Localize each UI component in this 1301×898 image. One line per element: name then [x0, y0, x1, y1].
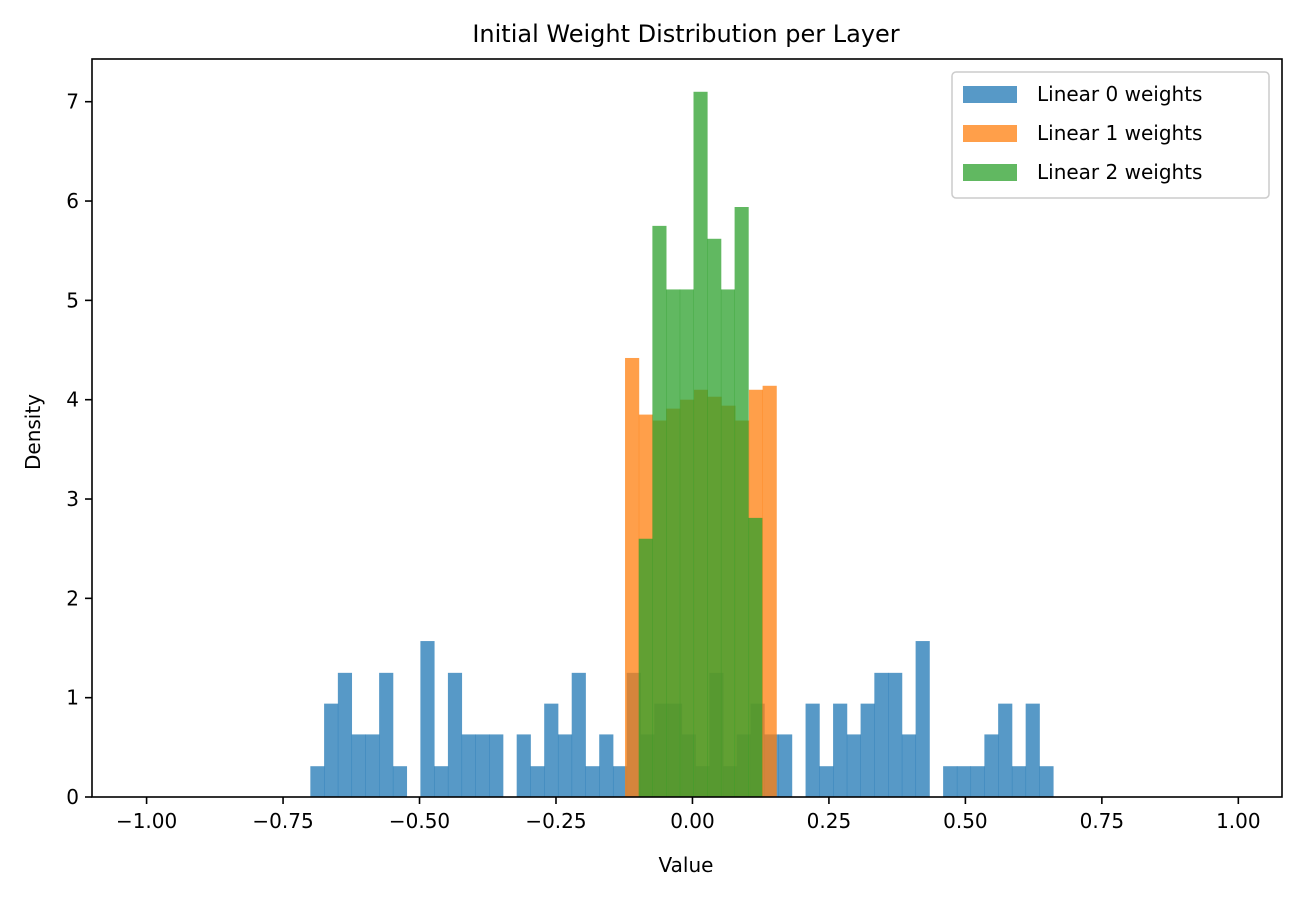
histogram-bar: [833, 703, 848, 797]
histogram-bar: [599, 734, 614, 797]
histogram-bar: [324, 703, 339, 797]
x-tick-label: 1.00: [1216, 809, 1261, 833]
histogram-bar: [612, 766, 628, 797]
histogram-bar: [805, 703, 820, 797]
histogram-bar: [447, 672, 463, 797]
histogram-bar: [310, 766, 325, 797]
y-tick-label: 3: [66, 487, 79, 511]
histogram-bar: [557, 734, 573, 797]
x-tick-label: 0.50: [943, 809, 988, 833]
x-axis: −1.00 −0.75 −0.50 −0.25 0.00 0.25 0.50 0.75 1.00: [116, 797, 1261, 833]
legend-box: [951, 71, 1270, 199]
histogram-bar: [679, 289, 694, 797]
histogram-bar: [530, 766, 545, 797]
histogram-bar: [1039, 766, 1054, 797]
histogram-bar: [970, 766, 985, 797]
histogram-bar: [778, 734, 793, 797]
histogram-bar: [351, 734, 366, 797]
legend: Linear 0 weights Linear 1 weights Linear 2…: [951, 71, 1270, 199]
y-tick-label: 7: [66, 90, 79, 114]
histogram-bar: [420, 641, 435, 797]
x-tick-label: −0.50: [389, 809, 450, 833]
histogram-bar: [585, 766, 600, 797]
y-tick-label: 0: [66, 785, 79, 809]
legend-swatch: [963, 164, 1017, 181]
x-tick-label: 0.25: [807, 809, 852, 833]
legend-label: Linear 1 weights: [1037, 121, 1202, 145]
histogram-bar: [1025, 703, 1040, 797]
histogram-bar: [489, 734, 504, 797]
histogram-bar: [652, 225, 667, 797]
histogram-bar: [337, 672, 353, 797]
histogram-bar: [638, 538, 653, 797]
x-tick-label: −0.75: [252, 809, 313, 833]
histogram-bar: [707, 238, 722, 797]
legend-swatch: [963, 125, 1017, 142]
bars-layer: [310, 91, 1054, 797]
x-axis-label: Value: [659, 853, 714, 877]
histogram-bar: [762, 385, 777, 797]
histogram-bar: [379, 672, 394, 797]
histogram-bar: [666, 289, 681, 797]
y-tick-label: 2: [66, 586, 79, 610]
histogram-bar: [571, 672, 586, 797]
legend-swatch: [963, 86, 1017, 103]
y-axis-label: Density: [21, 394, 45, 470]
histogram-bar: [901, 734, 917, 797]
histogram-bar: [392, 766, 408, 797]
histogram-bar: [956, 766, 972, 797]
x-tick-label: −1.00: [116, 809, 177, 833]
histogram-bar: [860, 703, 875, 797]
histogram-bar: [734, 207, 749, 797]
histogram-bar: [544, 703, 559, 797]
y-axis: 0 1 2 3 4 5 6 7: [66, 90, 92, 809]
x-tick-label: −0.25: [525, 809, 586, 833]
legend-label: Linear 2 weights: [1037, 160, 1202, 184]
histogram-bar: [998, 703, 1013, 797]
histogram-bar: [984, 734, 999, 797]
y-tick-label: 5: [66, 288, 79, 312]
histogram-bar: [365, 734, 380, 797]
x-tick-label: 0.00: [670, 809, 715, 833]
y-tick-label: 6: [66, 189, 79, 213]
histogram-bar: [915, 641, 930, 797]
y-tick-label: 4: [66, 388, 79, 412]
series-2: [638, 91, 763, 797]
histogram-bar: [434, 766, 449, 797]
histogram-bar: [720, 289, 735, 797]
histogram-bar: [625, 357, 640, 797]
histogram-bar: [819, 766, 834, 797]
legend-label: Linear 0 weights: [1037, 82, 1202, 106]
histogram-bar: [888, 672, 903, 797]
histogram-bar: [1011, 766, 1027, 797]
histogram-bar: [874, 672, 889, 797]
histogram-bar: [748, 517, 763, 797]
histogram-bar: [693, 91, 708, 797]
y-tick-label: 1: [66, 686, 79, 710]
histogram-bar: [461, 734, 476, 797]
plot-frame: [91, 58, 1283, 798]
histogram-bar: [943, 766, 958, 797]
histogram-bar: [846, 734, 861, 797]
histogram-bar: [475, 734, 490, 797]
histogram-bar: [516, 734, 531, 797]
chart-title: Initial Weight Distribution per Layer: [472, 20, 899, 48]
x-tick-label: 0.75: [1080, 809, 1125, 833]
